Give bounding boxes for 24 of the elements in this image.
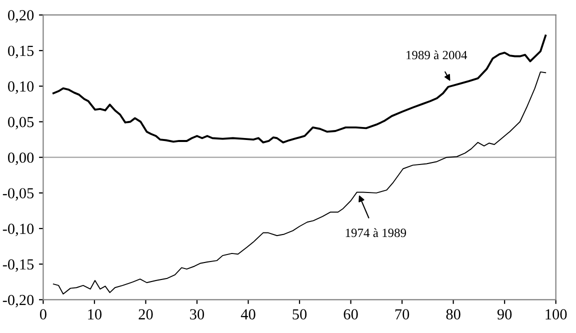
y-tick-label: -0,15 — [2, 259, 34, 272]
x-tick-label: 90 — [497, 309, 512, 320]
line-series — [52, 34, 547, 144]
x-tick-label: 60 — [344, 309, 358, 320]
y-tick-label: -0,10 — [2, 224, 34, 236]
x-tick-label: 80 — [446, 309, 460, 320]
x-tick-label: 0 — [40, 309, 46, 320]
line-series — [52, 71, 546, 294]
x-tick-label: 20 — [138, 309, 153, 320]
x-tick-label: 30 — [190, 309, 204, 320]
y-tick-label: -0,05 — [2, 188, 34, 201]
x-tick-label: 70 — [395, 309, 410, 320]
y-tick-label: 0,20 — [8, 10, 34, 23]
y-tick-label: -0,20 — [2, 294, 34, 308]
y-tick-label: 0,10 — [8, 81, 34, 94]
annotation: 1974 à 1989 — [346, 228, 406, 238]
x-tick-label: 50 — [292, 309, 307, 320]
x-tick-label: 40 — [240, 309, 256, 320]
x-tick-label: 10 — [88, 309, 102, 320]
annotation: 1989 à 2004 — [406, 50, 468, 60]
y-tick-label: 0,00 — [8, 152, 34, 165]
y-tick-label: 0,05 — [8, 116, 34, 130]
x-tick-label: 100 — [546, 309, 567, 320]
y-tick-label: 0,15 — [8, 46, 34, 58]
